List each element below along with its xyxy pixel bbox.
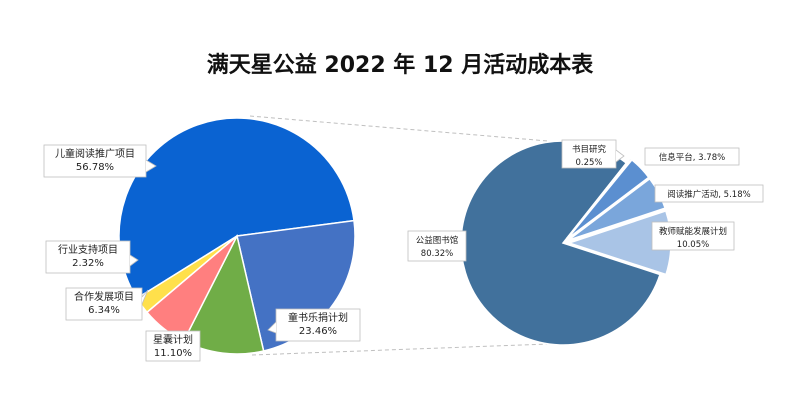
label-sub-4-box [651, 221, 735, 251]
label-main-1-name: 童书乐捐计划 [288, 311, 348, 324]
label-sub-2-text: 信息平台, 3.78% [659, 152, 725, 163]
main-pie-slice-1 [236, 219, 356, 352]
label-main-1-pointer [267, 321, 277, 334]
sub-pie [460, 140, 672, 346]
label-main-3-pointer [141, 289, 149, 305]
label-sub-1-box [561, 139, 617, 169]
label-sub-1-value: 0.25% [575, 158, 602, 168]
label-main-0: 儿童阅读推广项目 56.78% [43, 144, 157, 178]
sub-pie-slice-1 [566, 157, 633, 239]
label-main-4-name: 行业支持项目 [58, 243, 118, 256]
label-main-0-name: 儿童阅读推广项目 [55, 147, 135, 160]
label-main-3: 合作发展项目 6.34% [65, 287, 149, 321]
label-sub-1-pointer [615, 149, 625, 163]
label-main-3-value: 6.34% [88, 305, 120, 316]
slice-labels: 儿童阅读推广项目 56.78% 童书乐捐计划 23.46% 星囊计划 11.10% 合作发展… [43, 139, 764, 362]
label-main-1-value: 23.46% [299, 326, 337, 337]
label-main-1-box [275, 308, 361, 342]
sub-pie-slice-0 [460, 140, 661, 346]
label-main-0-value: 56.78% [76, 162, 114, 173]
connector-line-bottom [251, 343, 549, 356]
chart-title: 满天星公益 2022 年 12 月活动成本表 [207, 52, 594, 78]
label-sub-0-value: 80.32% [421, 249, 453, 259]
label-main-4-box [45, 240, 131, 274]
label-main-0-box [43, 144, 147, 178]
label-sub-4-value: 10.05% [677, 240, 709, 250]
label-sub-0-box [407, 230, 467, 262]
label-sub-3-text: 阅读推广活动, 5.18% [667, 189, 750, 200]
label-sub-2-box [644, 147, 740, 166]
label-sub-0: 公益图书馆 80.32% [407, 230, 467, 262]
label-sub-3: 阅读推广活动, 5.18% [654, 184, 764, 203]
label-main-4-value: 2.32% [72, 258, 104, 269]
label-main-3-name: 合作发展项目 [74, 290, 134, 303]
label-main-2-box [145, 330, 201, 362]
label-main-0-pointer [145, 159, 157, 173]
connector-lines [249, 115, 549, 356]
label-main-2-name: 星囊计划 [153, 333, 193, 346]
label-main-2: 星囊计划 11.10% [145, 330, 201, 362]
label-main-1: 童书乐捐计划 23.46% [267, 308, 361, 342]
label-sub-0-name: 公益图书馆 [416, 235, 459, 246]
label-sub-2: 信息平台, 3.78% [644, 147, 740, 166]
label-main-3-box [65, 287, 143, 321]
label-sub-4-name: 教师赋能发展计划 [659, 226, 727, 237]
sub-pie-slice-2 [566, 158, 650, 240]
label-sub-4: 教师赋能发展计划 10.05% [651, 221, 735, 251]
label-sub-1-name: 书目研究 [572, 144, 607, 155]
label-main-4: 行业支持项目 2.32% [45, 240, 139, 274]
label-sub-1: 书目研究 0.25% [561, 139, 625, 169]
label-main-2-value: 11.10% [154, 348, 192, 359]
connector-line-top [249, 115, 549, 142]
label-sub-3-box [654, 184, 764, 203]
label-main-4-pointer [129, 254, 139, 267]
